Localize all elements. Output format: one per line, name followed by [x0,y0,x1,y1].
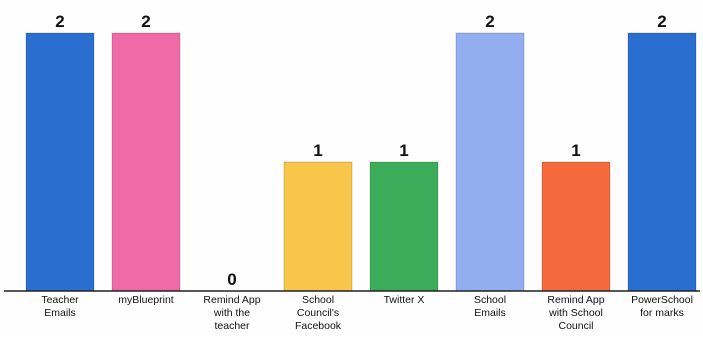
category-label-6-line-2: Council [558,320,593,332]
value-label-1: 2 [141,12,150,31]
bar-3 [283,161,353,292]
category-label-5: School Emails [474,294,506,319]
category-label-7-line-0: PowerSchool [631,294,693,306]
category-label-4-line-0: Twitter X [384,294,425,306]
category-label-4: Twitter X [384,294,425,306]
value-label-5: 2 [485,12,494,31]
category-label-2-line-1: with the [213,307,250,319]
value-label-3: 1 [313,141,322,160]
value-label-4: 1 [399,141,408,160]
category-label-3-line-1: Council's [297,307,339,319]
category-label-0-line-0: Teacher [41,294,79,306]
bar-5 [455,32,525,292]
bar-7 [627,32,697,292]
value-label-0: 2 [55,12,64,31]
category-label-2-line-0: Remind App [203,294,260,306]
category-label-3-line-0: School [302,294,334,306]
value-label-7: 2 [657,12,666,31]
bar-6 [541,161,611,292]
value-label-6: 1 [571,141,580,160]
category-label-6: Remind App with School Council [547,294,604,332]
value-labels-layer: 2 2 0 1 1 2 1 2 [55,12,666,289]
category-label-0: Teacher Emails [41,294,79,319]
category-label-3-line-2: Facebook [295,320,342,332]
category-label-0-line-1: Emails [44,307,76,319]
category-label-2: Remind App with the teacher [203,294,260,332]
category-label-3: School Council's Facebook [295,294,342,332]
bar-1 [111,32,181,292]
category-label-1-line-0: myBlueprint [118,294,174,306]
category-label-5-line-1: Emails [474,307,506,319]
bar-4 [369,161,439,292]
category-label-6-line-0: Remind App [547,294,604,306]
bars-layer [25,32,697,292]
value-label-2: 0 [227,270,236,289]
category-label-1: myBlueprint [118,294,174,306]
category-label-7-line-1: for marks [640,307,684,319]
category-label-2-line-2: teacher [214,320,250,332]
category-label-7: PowerSchool for marks [631,294,693,319]
category-label-5-line-0: School [474,294,506,306]
bar-0 [25,32,95,292]
category-label-6-line-1: with School [548,307,603,319]
